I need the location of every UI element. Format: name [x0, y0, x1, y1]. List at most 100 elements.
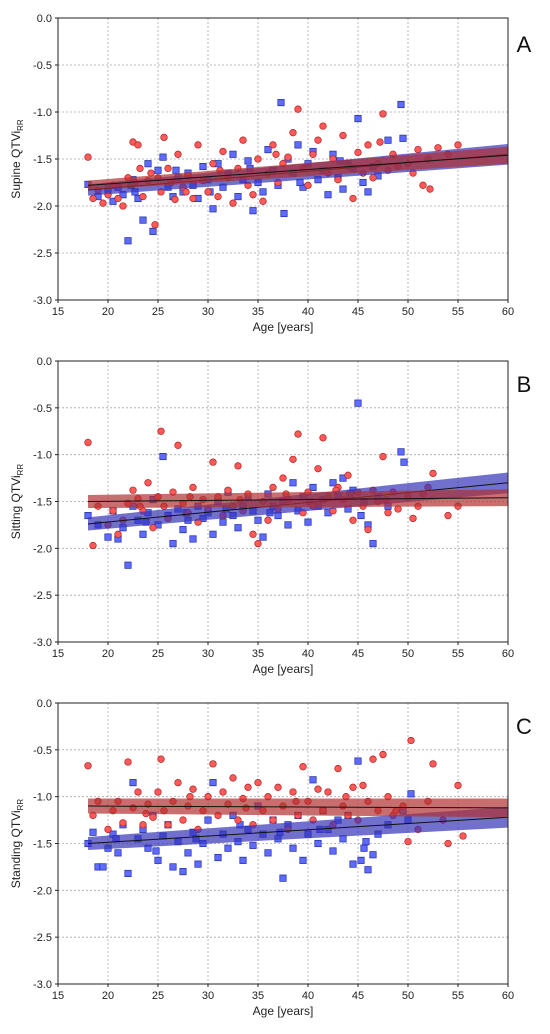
- data-point-square: [194, 860, 202, 868]
- series-0-fit-line: [87, 497, 508, 502]
- data-point-circle: [314, 465, 322, 473]
- y-tick-label: -2.0: [33, 543, 52, 555]
- data-point-circle: [429, 469, 437, 478]
- data-point-circle: [149, 813, 157, 821]
- data-point-circle: [219, 788, 227, 796]
- data-point-square: [259, 533, 267, 541]
- data-point-square: [114, 849, 122, 857]
- data-point-square: [357, 511, 365, 520]
- data-point-circle: [182, 188, 190, 196]
- data-point-square: [224, 844, 232, 852]
- data-point-circle: [209, 160, 217, 168]
- data-point-circle: [160, 133, 168, 142]
- data-point-square: [249, 207, 257, 215]
- x-axis-title: Age [years]: [253, 1004, 314, 1018]
- x-tick-label: 20: [102, 306, 114, 318]
- panel-letter: C: [516, 714, 532, 739]
- y-axis-title-subscript: RR: [16, 119, 25, 131]
- series-0-fit-line: [87, 154, 508, 186]
- data-point-square: [259, 188, 267, 196]
- x-axis-title: Age [years]: [253, 320, 314, 334]
- data-point-circle: [369, 174, 377, 182]
- data-point-circle: [84, 762, 92, 770]
- y-tick-label: 0.0: [37, 13, 52, 25]
- x-tick-label: 40: [302, 990, 314, 1002]
- y-axis-title-main: Standing QTVi: [9, 810, 23, 888]
- data-point-circle: [234, 816, 242, 824]
- y-tick-label: -1.5: [33, 839, 52, 851]
- data-point-square: [139, 530, 147, 538]
- y-tick-label: -2.5: [33, 932, 52, 944]
- series-0-confidence-band: [88, 489, 508, 509]
- data-point-square: [329, 479, 337, 487]
- data-point-square: [209, 205, 217, 213]
- data-point-circle: [179, 816, 187, 824]
- data-point-circle: [294, 430, 302, 438]
- x-tick-label: 30: [202, 306, 214, 318]
- series-1-confidence-band: [88, 806, 508, 851]
- data-point-square: [339, 185, 347, 193]
- data-point-circle: [269, 816, 277, 824]
- data-point-circle: [119, 819, 127, 827]
- data-point-circle: [359, 781, 367, 790]
- data-point-square: [219, 518, 227, 526]
- data-point-square: [264, 849, 272, 857]
- data-point-square: [369, 540, 377, 548]
- data-point-square: [360, 844, 368, 852]
- y-tick-label: -1.5: [33, 154, 52, 166]
- data-point-square: [154, 856, 162, 864]
- data-point-square: [254, 516, 262, 524]
- x-tick-label: 60: [502, 306, 514, 318]
- data-point-circle: [369, 755, 377, 763]
- data-point-circle: [134, 141, 142, 149]
- data-point-circle: [139, 192, 147, 201]
- y-tick-label: -0.5: [33, 745, 52, 757]
- y-tick-label: -2.5: [33, 590, 52, 602]
- data-point-square: [279, 874, 287, 882]
- data-point-square: [149, 227, 157, 235]
- data-point-circle: [109, 507, 117, 515]
- x-tick-label: 45: [352, 306, 364, 318]
- data-point-circle: [234, 462, 242, 470]
- plot-area: [84, 399, 508, 569]
- data-point-square: [209, 779, 217, 787]
- data-point-circle: [434, 144, 442, 152]
- data-point-square: [324, 191, 332, 199]
- panel-letter: A: [517, 32, 532, 57]
- x-tick-label: 20: [102, 648, 114, 660]
- series-0-fit-line: [87, 805, 508, 809]
- data-point-circle: [319, 122, 327, 130]
- data-point-square: [199, 162, 207, 171]
- data-point-square: [169, 540, 177, 548]
- y-axis-title-subscript: RR: [16, 464, 25, 476]
- data-point-square: [159, 452, 167, 461]
- data-point-circle: [144, 479, 152, 487]
- data-point-circle: [454, 781, 462, 790]
- data-point-square: [400, 458, 408, 466]
- data-point-circle: [124, 758, 132, 766]
- data-point-circle: [444, 511, 452, 520]
- data-point-circle: [319, 434, 327, 442]
- data-point-square: [229, 150, 237, 158]
- data-point-circle: [209, 760, 217, 768]
- data-point-square: [354, 399, 362, 407]
- data-point-square: [144, 160, 152, 168]
- data-point-circle: [419, 181, 427, 189]
- data-point-circle: [89, 541, 97, 550]
- data-point-square: [357, 856, 365, 864]
- data-point-circle: [344, 471, 352, 479]
- data-point-square: [329, 847, 337, 855]
- data-point-circle: [304, 181, 312, 189]
- x-tick-label: 30: [202, 990, 214, 1002]
- y-axis-title: Standing QTViRR: [9, 799, 25, 889]
- data-point-square: [362, 838, 370, 846]
- data-point-circle: [334, 176, 342, 184]
- data-point-circle: [409, 514, 417, 523]
- data-point-square: [264, 146, 272, 154]
- data-point-square: [239, 856, 247, 864]
- data-point-square: [314, 839, 322, 848]
- data-point-square: [99, 863, 107, 871]
- data-point-circle: [404, 837, 412, 846]
- data-point-circle: [134, 788, 142, 796]
- data-point-square: [294, 141, 302, 149]
